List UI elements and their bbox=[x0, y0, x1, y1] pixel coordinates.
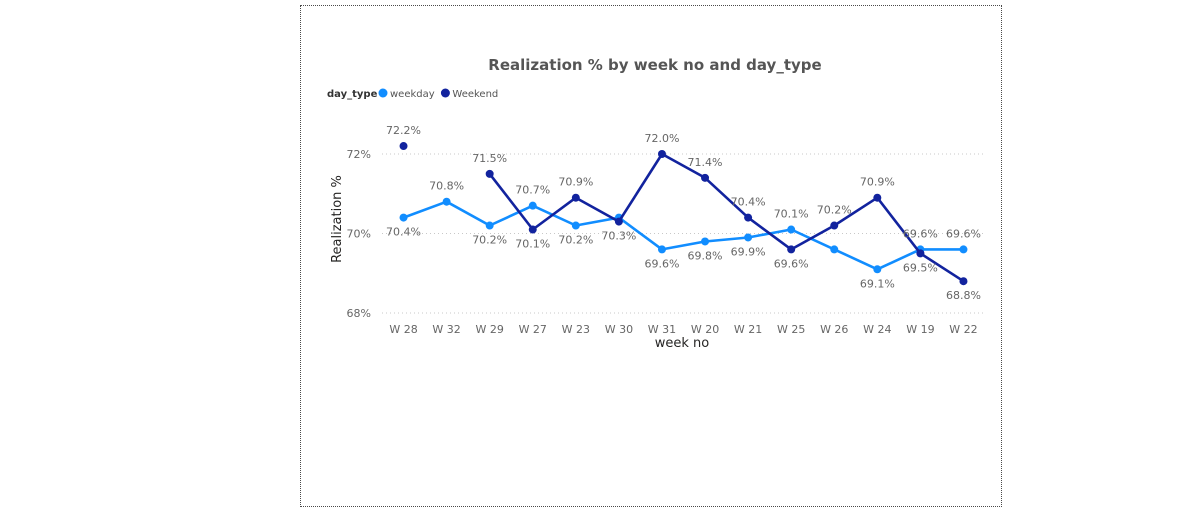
x-tick-label: W 28 bbox=[389, 323, 417, 336]
data-label: 69.6% bbox=[946, 227, 981, 240]
data-label: 68.8% bbox=[946, 289, 981, 302]
series-lines[interactable] bbox=[399, 142, 968, 286]
y-tick-label: 70% bbox=[347, 228, 371, 241]
data-point[interactable] bbox=[744, 233, 753, 242]
data-label: 70.8% bbox=[429, 180, 464, 193]
data-label: 70.1% bbox=[515, 238, 550, 251]
legend-item-weekday[interactable]: weekday bbox=[378, 88, 435, 101]
data-point[interactable] bbox=[830, 245, 839, 254]
data-label: 72.0% bbox=[644, 132, 679, 145]
x-tick-label: W 24 bbox=[863, 323, 891, 336]
data-point[interactable] bbox=[485, 221, 494, 230]
data-label: 70.1% bbox=[774, 208, 809, 221]
data-point[interactable] bbox=[442, 197, 451, 206]
y-axis-label: Realization % bbox=[330, 175, 345, 263]
legend-label: weekday bbox=[390, 89, 435, 100]
data-label: 72.2% bbox=[386, 124, 421, 137]
line-chart: Realization % by week no and day_type da… bbox=[327, 56, 985, 351]
data-label: 70.2% bbox=[817, 204, 852, 217]
chart-visual-container[interactable]: Realization % by week no and day_type da… bbox=[300, 5, 1002, 507]
x-axis-ticks: W 28 W 32 W 29 W 27 W 23 W 30 W 31 W 20 W 21 W 25… bbox=[389, 323, 977, 336]
x-tick-label: W 30 bbox=[605, 323, 633, 336]
series-line-weekday bbox=[403, 200, 964, 271]
legend[interactable]: day_type weekday Weekend bbox=[327, 88, 498, 101]
data-label: 69.6% bbox=[774, 257, 809, 270]
data-label: 69.8% bbox=[688, 249, 723, 262]
gridlines bbox=[382, 153, 985, 314]
data-point[interactable] bbox=[959, 277, 968, 286]
data-label: 70.4% bbox=[386, 226, 421, 239]
series-weekday[interactable] bbox=[399, 197, 968, 274]
x-tick-label: W 27 bbox=[519, 323, 547, 336]
data-label: 70.7% bbox=[515, 184, 550, 197]
data-point[interactable] bbox=[744, 213, 753, 222]
legend-item-weekend[interactable]: Weekend bbox=[440, 88, 498, 101]
data-point[interactable] bbox=[657, 150, 666, 158]
data-point[interactable] bbox=[701, 237, 710, 246]
data-point[interactable] bbox=[571, 221, 580, 230]
data-label: 70.9% bbox=[860, 176, 895, 189]
x-tick-label: W 23 bbox=[562, 323, 590, 336]
y-axis-ticks: 68% 70% 72% bbox=[347, 148, 371, 320]
x-tick-label: W 19 bbox=[906, 323, 934, 336]
legend-marker bbox=[378, 88, 388, 98]
x-tick-label: W 26 bbox=[820, 323, 848, 336]
data-label: 70.4% bbox=[731, 196, 766, 209]
data-label: 70.9% bbox=[558, 176, 593, 189]
data-label: 69.6% bbox=[644, 257, 679, 270]
series-line-weekend bbox=[488, 152, 965, 283]
x-tick-label: W 20 bbox=[691, 323, 719, 336]
data-labels: 72.2% 70.4% 70.8% 71.5% 70.2% 70.7% 70.1% 70.9%… bbox=[386, 124, 981, 302]
data-point[interactable] bbox=[399, 142, 408, 151]
data-point[interactable] bbox=[787, 225, 796, 234]
x-tick-label: W 21 bbox=[734, 323, 762, 336]
x-tick-label: W 32 bbox=[432, 323, 460, 336]
legend-marker bbox=[440, 88, 450, 98]
data-label: 70.3% bbox=[601, 230, 636, 243]
data-point[interactable] bbox=[657, 245, 666, 254]
data-label: 69.9% bbox=[731, 245, 766, 258]
legend-title: day_type bbox=[327, 89, 378, 100]
data-label: 69.5% bbox=[903, 261, 938, 274]
data-point[interactable] bbox=[787, 245, 796, 254]
data-label: 71.4% bbox=[688, 156, 723, 169]
data-point[interactable] bbox=[830, 221, 839, 230]
data-point[interactable] bbox=[485, 169, 494, 178]
data-label: 71.5% bbox=[472, 152, 507, 165]
data-point[interactable] bbox=[399, 213, 408, 222]
x-tick-label: W 22 bbox=[949, 323, 977, 336]
data-point[interactable] bbox=[873, 193, 882, 202]
data-point[interactable] bbox=[916, 249, 925, 258]
data-label: 69.1% bbox=[860, 277, 895, 290]
data-point[interactable] bbox=[959, 245, 968, 254]
x-axis-label: week no bbox=[655, 336, 710, 351]
data-point[interactable] bbox=[528, 225, 537, 234]
y-tick-label: 72% bbox=[347, 148, 371, 161]
chart-title: Realization % by week no and day_type bbox=[488, 56, 821, 74]
data-point[interactable] bbox=[701, 173, 710, 182]
data-point[interactable] bbox=[873, 265, 882, 274]
x-tick-label: W 31 bbox=[648, 323, 676, 336]
data-label: 70.2% bbox=[472, 234, 507, 247]
data-point[interactable] bbox=[614, 217, 623, 226]
y-tick-label: 68% bbox=[347, 307, 371, 320]
data-label: 69.6% bbox=[903, 227, 938, 240]
data-point[interactable] bbox=[528, 201, 537, 210]
data-label: 70.2% bbox=[558, 234, 593, 247]
x-tick-label: W 29 bbox=[475, 323, 503, 336]
legend-label: Weekend bbox=[452, 89, 498, 100]
x-tick-label: W 25 bbox=[777, 323, 805, 336]
series-weekend[interactable] bbox=[399, 142, 968, 286]
data-point[interactable] bbox=[571, 193, 580, 202]
